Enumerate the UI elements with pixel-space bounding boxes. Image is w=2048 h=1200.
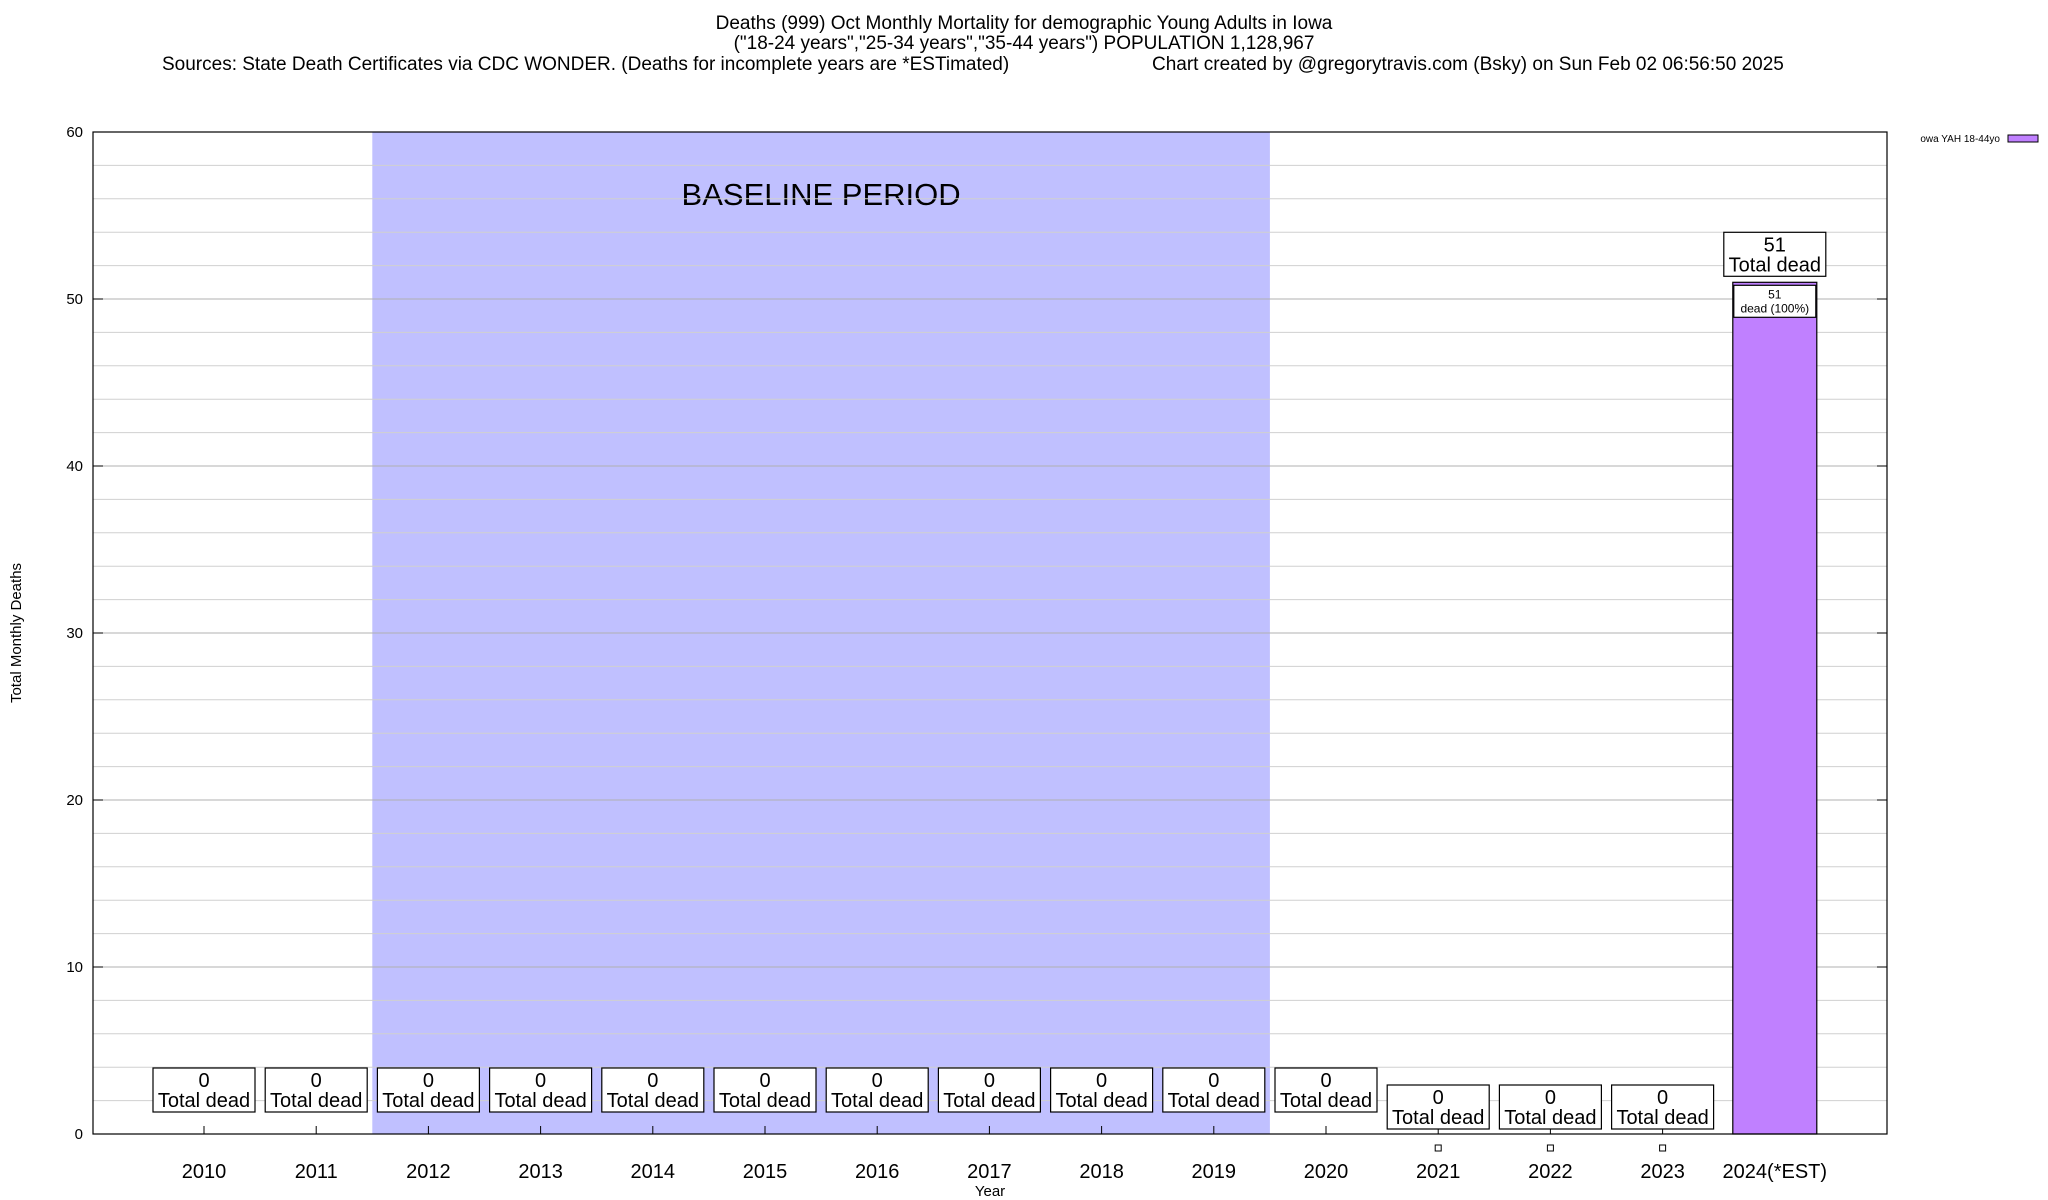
total-value-label: 0: [311, 1070, 322, 1092]
x-tick-label: 2024(*EST): [1723, 1161, 1828, 1183]
x-tick-label: 2015: [743, 1161, 788, 1183]
x-tick-label: 2021: [1416, 1161, 1461, 1183]
x-tick-label: 2017: [967, 1161, 1012, 1183]
x-tick-label: 2020: [1304, 1161, 1349, 1183]
total-value-label: 0: [423, 1070, 434, 1092]
y-tick-label: 20: [66, 792, 83, 809]
x-tick-label: 2023: [1640, 1161, 1685, 1183]
x-tick-label: 2014: [631, 1161, 676, 1183]
y-tick-label: 0: [75, 1126, 83, 1143]
total-value-label: 0: [1433, 1087, 1444, 1109]
total-label-box: [1723, 231, 1827, 277]
total-dead-label: Total dead: [270, 1090, 362, 1112]
x-tick-label: 2011: [295, 1161, 338, 1183]
total-label-box: [1610, 1084, 1715, 1130]
x-axis-label: Year: [975, 1183, 1005, 1200]
legend-label: owa YAH 18-44yo: [1920, 134, 2000, 145]
bar-value-label: 51: [1768, 287, 1782, 301]
baseline-period-label: BASELINE PERIOD: [682, 177, 961, 212]
x-tick-label: 2019: [1192, 1161, 1237, 1183]
x-tick-label: 2018: [1079, 1161, 1124, 1183]
total-dead-label: Total dead: [1168, 1090, 1260, 1112]
y-tick-label: 30: [66, 625, 83, 642]
bar-percent-label: dead (100%): [1740, 301, 1809, 315]
total-label-box: [1386, 1084, 1490, 1130]
total-label-box: [1274, 1067, 1378, 1113]
total-value-label: 0: [872, 1070, 883, 1092]
x-tick-label: 2013: [518, 1161, 563, 1183]
total-dead-label: Total dead: [719, 1090, 811, 1112]
y-axis-label: Total Monthly Deaths: [8, 563, 25, 703]
total-label-box: [713, 1067, 817, 1113]
total-dead-label: Total dead: [494, 1090, 586, 1112]
total-dead-label: Total dead: [1280, 1090, 1372, 1112]
zero-value-marker: [1659, 1144, 1667, 1152]
bar-label-box: [1733, 284, 1817, 318]
total-value-label: 0: [1320, 1070, 1331, 1092]
title-line-2: ("18-24 years","25-34 years","35-44 year…: [733, 33, 1315, 54]
total-label-box: [264, 1067, 368, 1113]
bar: [1732, 281, 1818, 1135]
y-tick-label: 50: [66, 291, 83, 308]
total-dead-label: Total dead: [1055, 1090, 1147, 1112]
total-value-label: 0: [1657, 1087, 1668, 1109]
title-line-1: Deaths (999) Oct Monthly Mortality for d…: [715, 13, 1333, 34]
credit-text: Chart created by @gregorytravis.com (Bsk…: [1152, 54, 1784, 75]
plot-border: [92, 131, 1888, 1135]
x-tick-label: 2016: [855, 1161, 900, 1183]
total-value-label: 0: [535, 1070, 546, 1092]
y-tick-label: 40: [66, 458, 83, 475]
chart-title: Deaths (999) Oct Monthly Mortality for d…: [0, 14, 2048, 54]
total-dead-label: Total dead: [1616, 1107, 1708, 1129]
zero-value-marker: [1434, 1144, 1442, 1152]
legend-swatch: [2007, 134, 2039, 143]
total-dead-label: Total dead: [1504, 1107, 1596, 1129]
total-dead-label: Total dead: [1729, 254, 1821, 276]
total-label-box: [825, 1067, 929, 1113]
y-tick-label: 10: [66, 959, 83, 976]
total-dead-label: Total dead: [1392, 1107, 1484, 1129]
x-tick-label: 2010: [182, 1161, 227, 1183]
total-value-label: 0: [198, 1070, 209, 1092]
total-dead-label: Total dead: [943, 1090, 1035, 1112]
total-value-label: 0: [1208, 1070, 1219, 1092]
total-label-box: [152, 1067, 256, 1113]
total-dead-label: Total dead: [831, 1090, 923, 1112]
total-value-label: 0: [647, 1070, 658, 1092]
total-dead-label: Total dead: [607, 1090, 699, 1112]
total-label-box: [489, 1067, 593, 1113]
total-label-box: [1498, 1084, 1603, 1130]
total-label-box: [937, 1067, 1042, 1113]
total-value-label: 0: [984, 1070, 995, 1092]
total-value-label: 51: [1764, 234, 1786, 256]
sources-text: Sources: State Death Certificates via CD…: [162, 54, 1010, 75]
total-label-box: [601, 1067, 705, 1113]
total-value-label: 0: [1096, 1070, 1107, 1092]
total-label-box: [1162, 1067, 1266, 1113]
zero-value-marker: [1546, 1144, 1554, 1152]
x-tick-label: 2012: [406, 1161, 451, 1183]
total-dead-label: Total dead: [382, 1090, 474, 1112]
total-label-box: [376, 1067, 480, 1113]
total-label-box: [1049, 1067, 1154, 1113]
y-tick-label: 60: [66, 124, 83, 141]
x-tick-label: 2022: [1528, 1161, 1573, 1183]
total-value-label: 0: [759, 1070, 770, 1092]
total-value-label: 0: [1545, 1087, 1556, 1109]
total-dead-label: Total dead: [158, 1090, 250, 1112]
